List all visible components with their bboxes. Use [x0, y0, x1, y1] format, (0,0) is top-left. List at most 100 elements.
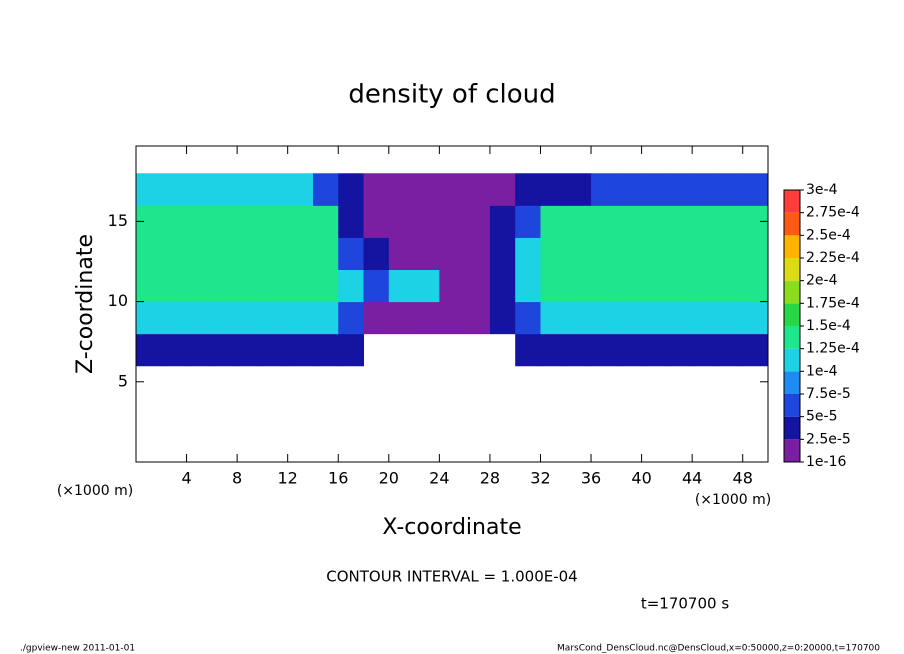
cell — [136, 333, 162, 367]
cell — [388, 237, 415, 271]
cell — [464, 173, 491, 206]
cell — [439, 173, 466, 206]
colorbar-label: 2.5e-5 — [806, 431, 851, 447]
cell — [742, 333, 769, 367]
cell — [161, 301, 188, 335]
cell — [565, 237, 592, 271]
y-axis-label: Z-coordinate — [73, 234, 98, 374]
cell — [262, 237, 289, 271]
colorbar-box — [784, 348, 800, 372]
cell — [540, 301, 567, 335]
cell — [186, 269, 213, 303]
cell — [742, 173, 769, 206]
cell — [439, 237, 466, 271]
cell — [287, 237, 314, 271]
cell — [414, 205, 440, 238]
cell — [312, 205, 339, 238]
cell — [742, 237, 769, 271]
contour-note: CONTOUR INTERVAL = 1.000E-04 — [326, 568, 577, 586]
cell — [287, 173, 314, 206]
cell — [742, 301, 769, 335]
cell — [186, 205, 213, 238]
cell — [338, 301, 365, 335]
cell — [262, 333, 289, 367]
y-unit: (×1000 m) — [57, 483, 133, 499]
y-tick-label: 5 — [118, 371, 128, 390]
cell — [338, 237, 365, 271]
cell — [161, 333, 188, 367]
cell — [717, 269, 744, 303]
x-tick-label: 28 — [480, 469, 500, 488]
cell — [591, 173, 617, 206]
cell — [666, 333, 693, 367]
cell — [515, 237, 541, 271]
cell — [363, 269, 390, 303]
cell — [161, 205, 188, 238]
colorbar-box — [784, 416, 800, 440]
x-tick-label: 24 — [429, 469, 449, 488]
cell — [641, 237, 668, 271]
cell — [464, 237, 491, 271]
colorbar-box — [784, 303, 800, 326]
cell — [211, 269, 238, 303]
cell — [136, 173, 162, 206]
cell — [262, 205, 289, 238]
colorbar-box — [784, 212, 800, 236]
x-tick-label: 32 — [530, 469, 550, 488]
cell — [388, 205, 415, 238]
cell — [211, 301, 238, 335]
cell — [338, 333, 365, 367]
cell — [540, 333, 567, 367]
cell — [515, 269, 541, 303]
cell — [237, 333, 263, 367]
cell — [616, 333, 643, 367]
cell — [692, 205, 718, 238]
colorbar-label: 5e-5 — [806, 409, 837, 425]
cell — [414, 301, 440, 335]
cell — [692, 333, 718, 367]
cell — [262, 173, 289, 206]
colorbar-label: 2.25e-4 — [806, 250, 860, 266]
cell — [211, 333, 238, 367]
cell — [565, 301, 592, 335]
cell — [565, 205, 592, 238]
cell — [363, 173, 390, 206]
cell — [363, 301, 390, 335]
cell — [414, 173, 440, 206]
cell — [515, 333, 541, 367]
cell — [287, 333, 314, 367]
cell — [565, 173, 592, 206]
colorbar-label: 2e-4 — [806, 273, 838, 289]
cell — [489, 237, 516, 271]
y-tick-label: 10 — [108, 291, 128, 310]
x-tick-label: 36 — [581, 469, 601, 488]
cell — [186, 173, 213, 206]
cell — [312, 301, 339, 335]
cell — [616, 301, 643, 335]
cell — [717, 301, 744, 335]
cell — [515, 173, 541, 206]
cell — [161, 237, 188, 271]
cell — [363, 205, 390, 238]
cell — [262, 269, 289, 303]
cell — [666, 237, 693, 271]
cell — [388, 173, 415, 206]
cell — [489, 205, 516, 238]
x-tick-label: 8 — [232, 469, 242, 488]
x-tick-label: 20 — [379, 469, 399, 488]
cell — [540, 237, 567, 271]
cell — [388, 269, 415, 303]
cell — [312, 173, 339, 206]
cell — [591, 269, 617, 303]
cell — [237, 205, 263, 238]
cell — [186, 237, 213, 271]
cell — [439, 269, 466, 303]
cell — [363, 237, 390, 271]
cell — [717, 205, 744, 238]
cell — [489, 269, 516, 303]
cell — [439, 301, 466, 335]
x-tick-label: 48 — [733, 469, 753, 488]
cell — [591, 333, 617, 367]
cell — [186, 301, 213, 335]
